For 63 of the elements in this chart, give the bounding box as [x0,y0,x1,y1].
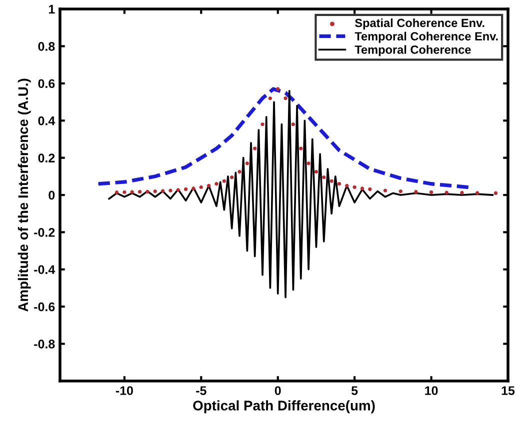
y-tick-label: 1 [48,4,55,14]
point [368,187,372,192]
x-tick-label: -5 [196,386,206,396]
x-tick-label: 10 [425,386,438,396]
point [130,190,134,194]
point [299,146,303,150]
point [291,122,296,126]
point [168,188,172,192]
point [322,175,326,180]
point [122,190,126,194]
point [199,185,203,190]
y-axis-title: Amplitude of the Interference (A.U.) [18,78,31,312]
point [337,182,342,186]
point [352,185,356,190]
x-tick-label: -10 [116,386,133,396]
point [475,191,480,195]
point [494,191,498,195]
point [192,186,196,190]
y-tick-label: 0.4 [38,116,56,126]
point [398,189,402,194]
point [206,184,211,188]
legend-label: Temporal Coherence [354,45,471,56]
point [268,96,272,100]
point [360,186,364,190]
point [114,190,119,194]
point [345,184,349,188]
y-tick-label: 0.2 [38,154,55,162]
point [314,170,318,174]
point [444,190,448,194]
x-tick-label: 0 [274,386,281,396]
x-axis-title: Optical Path Difference(um) [193,400,375,414]
point [276,87,280,91]
point [306,162,310,166]
y-tick-label: -0.6 [34,302,55,312]
point [260,122,264,126]
y-tick-label: -0.2 [34,228,55,237]
point [214,182,218,186]
point [146,190,150,194]
y-tick-label: 0 [48,190,55,200]
point [184,187,188,192]
point [230,175,234,180]
point [383,188,388,192]
point [253,146,257,150]
point [160,189,165,193]
x-tick-label: 15 [502,386,515,396]
point [245,162,250,166]
point [222,179,226,183]
point [330,179,334,183]
y-tick-label: 0.8 [38,42,55,51]
point [429,190,434,194]
legend-label: Temporal Coherence Env. [354,32,498,43]
point [284,96,288,100]
point [414,190,418,194]
y-tick-label: 0.6 [38,79,55,88]
point [238,170,242,174]
point [176,188,180,192]
y-tick-label: -0.8 [34,340,55,348]
point [138,190,142,194]
point [460,190,464,195]
y-tick-label: -0.4 [34,265,56,274]
point [153,189,157,194]
legend-label: Spatial Coherence Env. [355,18,484,30]
x-tick-label: 5 [351,386,358,396]
